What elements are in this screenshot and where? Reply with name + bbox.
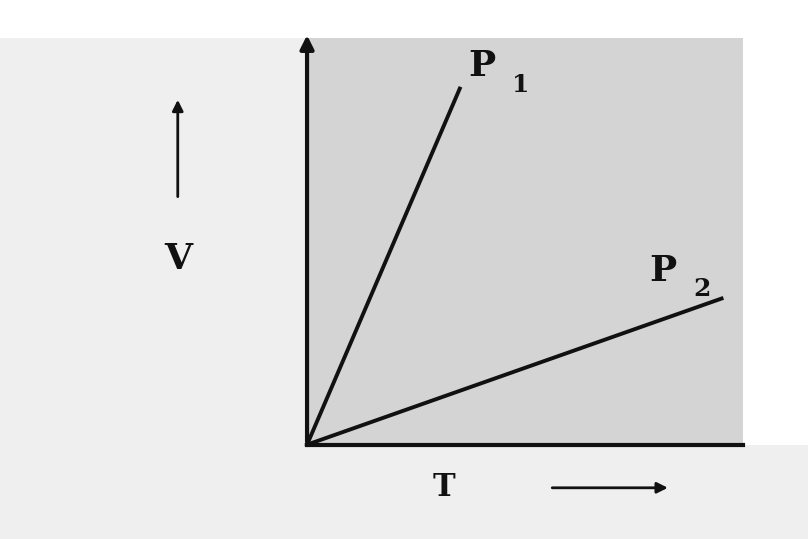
Text: 2: 2 [693, 277, 711, 301]
Bar [0, 38, 307, 445]
Text: T: T [433, 472, 456, 503]
Bar [307, 38, 743, 445]
Bar [0, 445, 808, 539]
Text: P: P [649, 254, 676, 288]
Text: 1: 1 [512, 73, 530, 96]
Text: V: V [164, 241, 191, 276]
Text: P: P [468, 49, 495, 83]
